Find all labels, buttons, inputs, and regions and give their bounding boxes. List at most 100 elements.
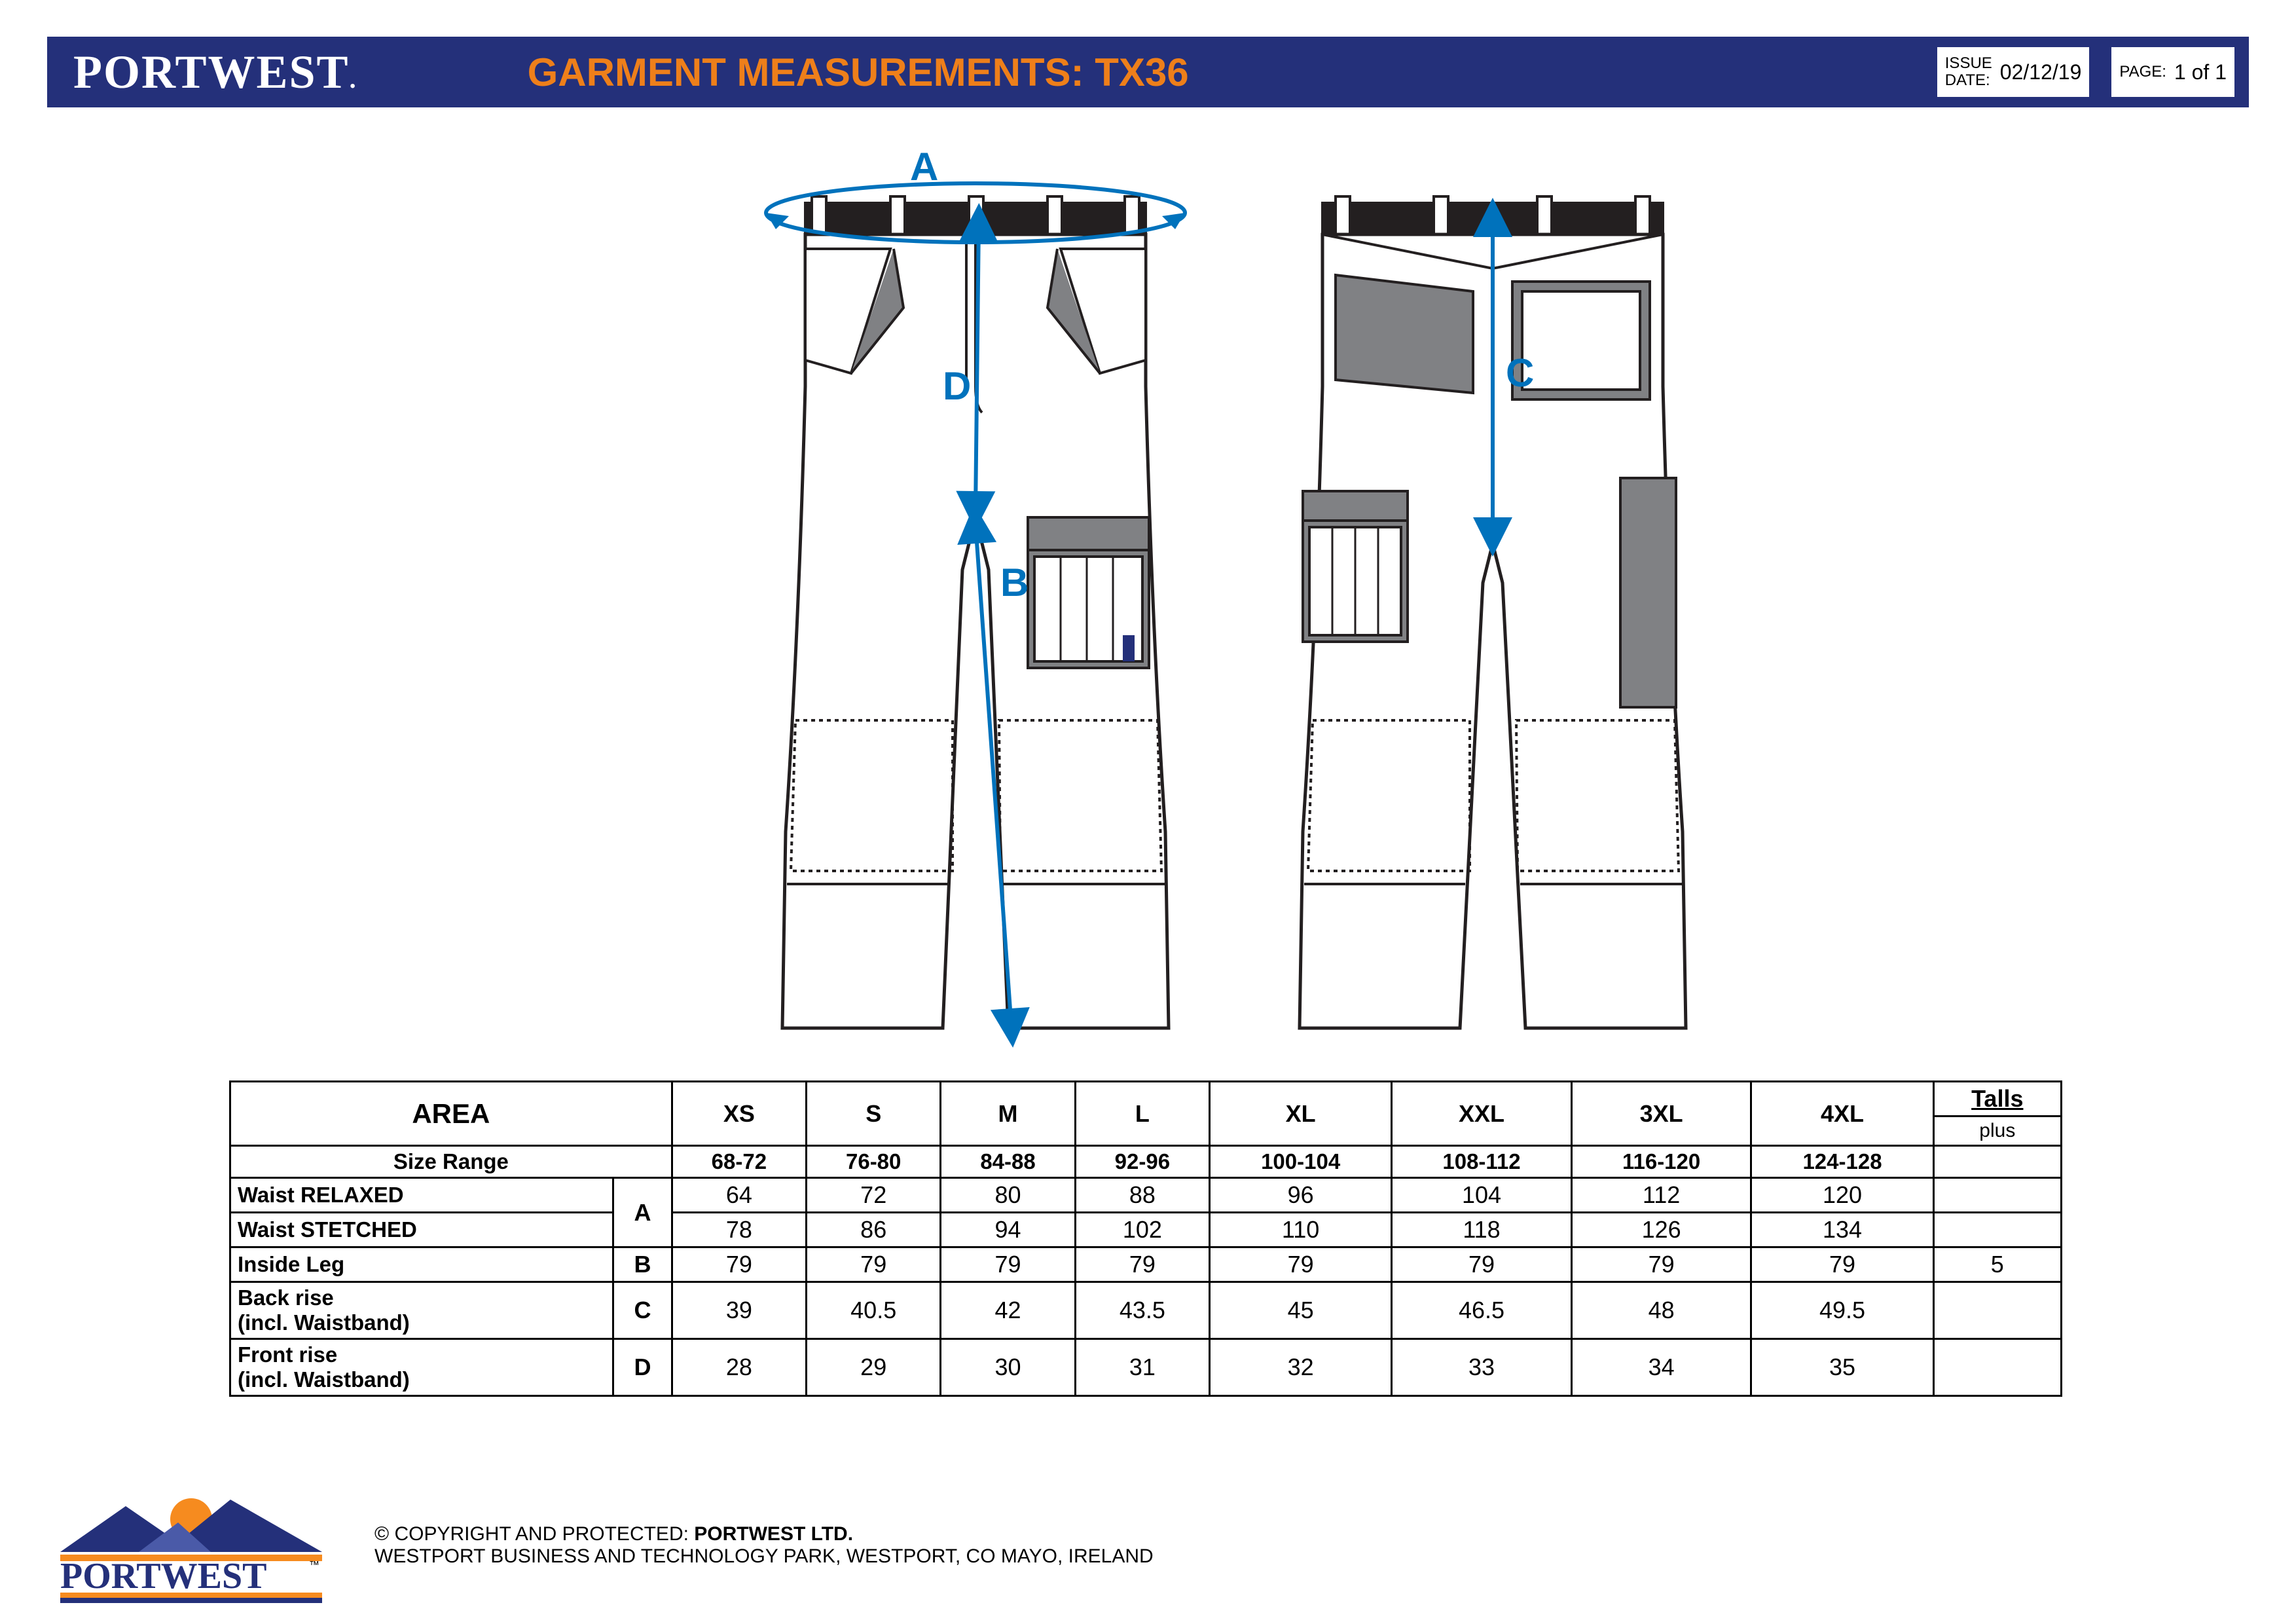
size-range-cell: 84-88 xyxy=(941,1146,1075,1178)
talls-header: Talls xyxy=(1933,1082,2061,1116)
copyright-bold: PORTWEST LTD. xyxy=(694,1523,853,1545)
size-range-row: Size Range 68-72 76-80 84-88 92-96 100-1… xyxy=(230,1146,2062,1178)
size-table: AREA XS S M L XL XXL 3XL 4XL Talls plus … xyxy=(229,1080,2062,1397)
value-cell: 30 xyxy=(941,1339,1075,1396)
value-cell: 78 xyxy=(672,1213,806,1247)
header-bar: PORTWEST. GARMENT MEASUREMENTS: TX36 ISS… xyxy=(47,37,2249,107)
value-cell: 112 xyxy=(1571,1178,1751,1213)
footer-logo: PORTWEST ™ xyxy=(47,1486,335,1604)
value-cell: 102 xyxy=(1075,1213,1209,1247)
table-header-row: AREA XS S M L XL XXL 3XL 4XL Talls xyxy=(230,1082,2062,1116)
value-cell: 88 xyxy=(1075,1178,1209,1213)
svg-text:™: ™ xyxy=(309,1560,319,1571)
table-row: Back rise (incl. Waistband)C3940.54243.5… xyxy=(230,1282,2062,1339)
row-code: A xyxy=(613,1178,672,1247)
value-cell: 79 xyxy=(807,1247,941,1282)
value-cell: 33 xyxy=(1392,1339,1572,1396)
trousers-front: A D B xyxy=(766,151,1185,1028)
value-cell: 32 xyxy=(1210,1339,1392,1396)
page-title: GARMENT MEASUREMENTS: TX36 xyxy=(528,50,1189,95)
value-cell: 29 xyxy=(807,1339,941,1396)
value-cell: 126 xyxy=(1571,1213,1751,1247)
value-cell: 28 xyxy=(672,1339,806,1396)
footer: PORTWEST ™ © COPYRIGHT AND PROTECTED: PO… xyxy=(47,1493,2249,1598)
row-code: C xyxy=(613,1282,672,1339)
value-cell: 79 xyxy=(1210,1247,1392,1282)
row-label: Waist RELAXED xyxy=(230,1178,613,1213)
size-header: M xyxy=(941,1082,1075,1146)
value-cell: 39 xyxy=(672,1282,806,1339)
page-box: PAGE: 1 of 1 xyxy=(2110,46,2236,98)
value-cell: 134 xyxy=(1751,1213,1933,1247)
size-range-label: Size Range xyxy=(230,1146,672,1178)
value-cell: 49.5 xyxy=(1751,1282,1933,1339)
address-line: WESTPORT BUSINESS AND TECHNOLOGY PARK, W… xyxy=(374,1545,1154,1568)
value-cell: 64 xyxy=(672,1178,806,1213)
size-range-cell: 116-120 xyxy=(1571,1146,1751,1178)
value-cell: 79 xyxy=(1392,1247,1572,1282)
size-header: XL xyxy=(1210,1082,1392,1146)
size-header: 4XL xyxy=(1751,1082,1933,1146)
area-header: AREA xyxy=(230,1082,672,1146)
value-cell xyxy=(1933,1282,2061,1339)
value-cell: 118 xyxy=(1392,1213,1572,1247)
value-cell: 45 xyxy=(1210,1282,1392,1339)
size-header: XS xyxy=(672,1082,806,1146)
value-cell xyxy=(1933,1213,2061,1247)
value-cell: 42 xyxy=(941,1282,1075,1339)
value-cell: 31 xyxy=(1075,1339,1209,1396)
brand-text: PORTWEST xyxy=(73,46,350,98)
value-cell: 40.5 xyxy=(807,1282,941,1339)
value-cell: 104 xyxy=(1392,1178,1572,1213)
header-meta: ISSUEDATE: 02/12/19 PAGE: 1 of 1 xyxy=(1936,46,2236,98)
brand-dot: . xyxy=(350,64,357,94)
value-cell xyxy=(1933,1339,2061,1396)
size-range-cell: 100-104 xyxy=(1210,1146,1392,1178)
size-range-cell xyxy=(1933,1146,2061,1178)
size-header: L xyxy=(1075,1082,1209,1146)
value-cell: 34 xyxy=(1571,1339,1751,1396)
size-header: XXL xyxy=(1392,1082,1572,1146)
value-cell: 5 xyxy=(1933,1247,2061,1282)
value-cell xyxy=(1933,1178,2061,1213)
row-label: Front rise (incl. Waistband) xyxy=(230,1339,613,1396)
size-header: 3XL xyxy=(1571,1082,1751,1146)
table-row: Front rise (incl. Waistband)D28293031323… xyxy=(230,1339,2062,1396)
size-range-cell: 68-72 xyxy=(672,1146,806,1178)
talls-plus: plus xyxy=(1933,1116,2061,1146)
table-row: Inside LegB79797979797979795 xyxy=(230,1247,2062,1282)
value-cell: 35 xyxy=(1751,1339,1933,1396)
row-code: D xyxy=(613,1339,672,1396)
brand-wordmark: PORTWEST. xyxy=(73,45,357,100)
size-range-cell: 124-128 xyxy=(1751,1146,1933,1178)
value-cell: 80 xyxy=(941,1178,1075,1213)
measurements-table: AREA XS S M L XL XXL 3XL 4XL Talls plus … xyxy=(229,1080,2062,1397)
row-label: Waist STETCHED xyxy=(230,1213,613,1247)
value-cell: 79 xyxy=(1751,1247,1933,1282)
issue-date-box: ISSUEDATE: 02/12/19 xyxy=(1936,46,2091,98)
table-row: Waist RELAXEDA6472808896104112120 xyxy=(230,1178,2062,1213)
garment-diagram: A D B xyxy=(720,151,1768,1061)
row-label: Back rise (incl. Waistband) xyxy=(230,1282,613,1339)
issue-date-value: 02/12/19 xyxy=(2000,60,2082,84)
table-row: Waist STETCHED788694102110118126134 xyxy=(230,1213,2062,1247)
trousers-back: C xyxy=(1300,196,1686,1028)
footer-logo-text: PORTWEST xyxy=(60,1556,266,1596)
value-cell: 48 xyxy=(1571,1282,1751,1339)
value-cell: 72 xyxy=(807,1178,941,1213)
size-header: S xyxy=(807,1082,941,1146)
row-code: B xyxy=(613,1247,672,1282)
value-cell: 43.5 xyxy=(1075,1282,1209,1339)
size-range-cell: 108-112 xyxy=(1392,1146,1572,1178)
diagram-label-d: D xyxy=(943,364,971,408)
row-label: Inside Leg xyxy=(230,1247,613,1282)
value-cell: 96 xyxy=(1210,1178,1392,1213)
value-cell: 79 xyxy=(1075,1247,1209,1282)
diagram-label-c: C xyxy=(1506,351,1534,395)
diagram-svg: A D B xyxy=(720,151,1768,1061)
value-cell: 120 xyxy=(1751,1178,1933,1213)
footer-text: © COPYRIGHT AND PROTECTED: PORTWEST LTD.… xyxy=(374,1523,1154,1568)
value-cell: 79 xyxy=(672,1247,806,1282)
value-cell: 94 xyxy=(941,1213,1075,1247)
page-value: 1 of 1 xyxy=(2174,60,2227,84)
